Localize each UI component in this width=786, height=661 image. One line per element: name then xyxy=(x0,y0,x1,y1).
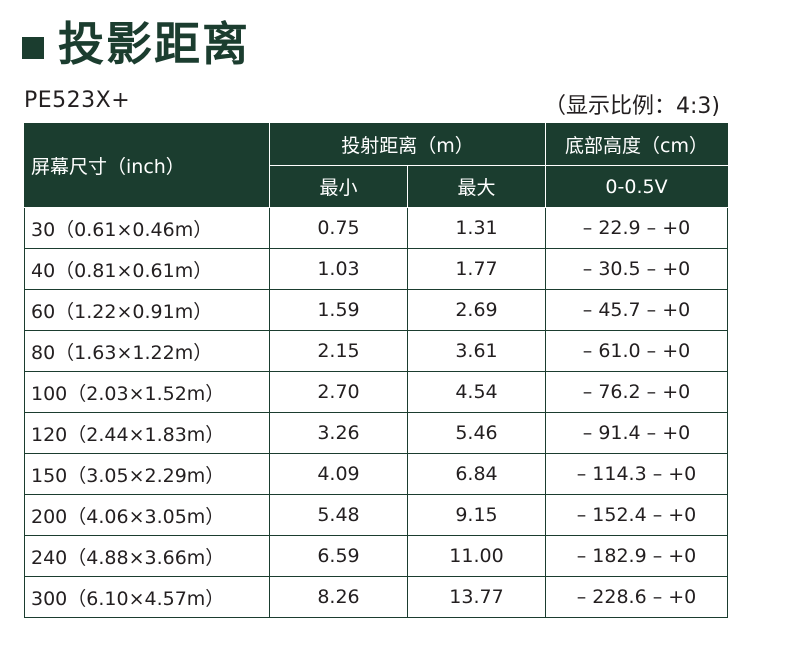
cell-screen-size: 40（0.81×0.61m） xyxy=(24,248,270,290)
table-body: 30（0.61×0.46m） 0.75 1.31– 22.9 – +0 40（0.81… xyxy=(24,207,729,618)
cell-bottom-height: – 30.5 – +0 xyxy=(545,248,729,290)
cell-bottom-height: – 152.4 – +0 xyxy=(545,494,729,536)
cell-screen-size: 120（2.44×1.83m） xyxy=(24,412,270,454)
cell-bottom-height: – 61.0 – +0 xyxy=(545,330,729,372)
table-row: 150（3.05×2.29m） 4.09 6.84– 114.3 – +0 xyxy=(24,453,729,495)
cell-min-distance: 3.26 xyxy=(269,412,408,454)
cell-bottom-height: – 45.7 – +0 xyxy=(545,289,729,331)
table-row: 200（4.06×3.05m） 5.48 9.15– 152.4 – +0 xyxy=(24,494,729,536)
cell-max-distance: 1.77 xyxy=(406,248,547,290)
cell-screen-size: 80（1.63×1.22m） xyxy=(24,330,270,372)
header-offset: 0-0.5V xyxy=(545,165,729,208)
cell-bottom-height: – 22.9 – +0 xyxy=(545,207,729,249)
cell-bottom-height: – 91.4 – +0 xyxy=(545,412,729,454)
cell-min-distance: 1.59 xyxy=(269,289,408,331)
cell-bottom-height: – 76.2 – +0 xyxy=(545,371,729,413)
cell-min-distance: 8.26 xyxy=(269,576,408,618)
header-row-bottom: 最小 最大 0-0.5V xyxy=(25,165,729,208)
header-screen-size: 屏幕尺寸（inch） xyxy=(24,123,270,208)
cell-max-distance: 11.00 xyxy=(406,535,547,577)
header-throw-distance: 投射距离（m） xyxy=(268,123,547,166)
cell-screen-size: 30（0.61×0.46m） xyxy=(24,207,270,249)
table-row: 30（0.61×0.46m） 0.75 1.31– 22.9 – +0 xyxy=(24,207,729,249)
cell-max-distance: 9.15 xyxy=(406,494,547,536)
cell-max-distance: 1.31 xyxy=(406,207,547,249)
cell-max-distance: 3.61 xyxy=(406,330,547,372)
header-row-top: 屏幕尺寸（inch） 投射距离（m） 底部高度（cm） xyxy=(24,123,729,208)
cell-max-distance: 4.54 xyxy=(406,371,547,413)
section-heading: 投影距离 xyxy=(22,14,250,74)
cell-min-distance: 2.70 xyxy=(269,371,408,413)
cell-min-distance: 0.75 xyxy=(269,207,408,249)
cell-screen-size: 300（6.10×4.57m） xyxy=(24,576,270,618)
cell-max-distance: 5.46 xyxy=(406,412,547,454)
cell-max-distance: 13.77 xyxy=(406,576,547,618)
cell-min-distance: 2.15 xyxy=(269,330,408,372)
header-min: 最小 xyxy=(269,165,408,208)
cell-min-distance: 6.59 xyxy=(269,535,408,577)
cell-min-distance: 5.48 xyxy=(269,494,408,536)
table-row: 240（4.88×3.66m） 6.59 11.00– 182.9 – +0 xyxy=(24,535,729,577)
cell-bottom-height: – 182.9 – +0 xyxy=(545,535,729,577)
table-row: 60（1.22×0.91m） 1.59 2.69– 45.7 – +0 xyxy=(24,289,729,331)
projection-distance-table: 屏幕尺寸（inch） 投射距离（m） 底部高度（cm） 最小 最大 0-0.5V… xyxy=(24,123,729,618)
cell-min-distance: 4.09 xyxy=(269,453,408,495)
cell-min-distance: 1.03 xyxy=(269,248,408,290)
header-bottom-height: 底部高度（cm） xyxy=(545,123,729,166)
cell-screen-size: 150（3.05×2.29m） xyxy=(24,453,270,495)
table-row: 40（0.81×0.61m） 1.03 1.77– 30.5 – +0 xyxy=(24,248,729,290)
cell-screen-size: 60（1.22×0.91m） xyxy=(24,289,270,331)
aspect-ratio-note: （显示比例：4:3) xyxy=(544,94,720,119)
cell-screen-size: 200（4.06×3.05m） xyxy=(24,494,270,536)
table-row: 120（2.44×1.83m） 3.26 5.46– 91.4 – +0 xyxy=(24,412,729,454)
cell-screen-size: 240（4.88×3.66m） xyxy=(24,535,270,577)
page-title: 投影距离 xyxy=(58,17,250,71)
cell-max-distance: 6.84 xyxy=(406,453,547,495)
table-row: 80（1.63×1.22m） 2.15 3.61– 61.0 – +0 xyxy=(24,330,729,372)
header-max: 最大 xyxy=(406,165,547,208)
table-row: 300（6.10×4.57m） 8.26 13.77– 228.6 – +0 xyxy=(24,576,729,618)
cell-bottom-height: – 228.6 – +0 xyxy=(545,576,729,618)
square-bullet-icon xyxy=(22,37,44,59)
cell-max-distance: 2.69 xyxy=(406,289,547,331)
cell-bottom-height: – 114.3 – +0 xyxy=(545,453,729,495)
cell-screen-size: 100（2.03×1.52m） xyxy=(24,371,270,413)
table-row: 100（2.03×1.52m） 2.70 4.54– 76.2 – +0 xyxy=(24,371,729,413)
model-name: PE523X+ xyxy=(24,88,131,113)
